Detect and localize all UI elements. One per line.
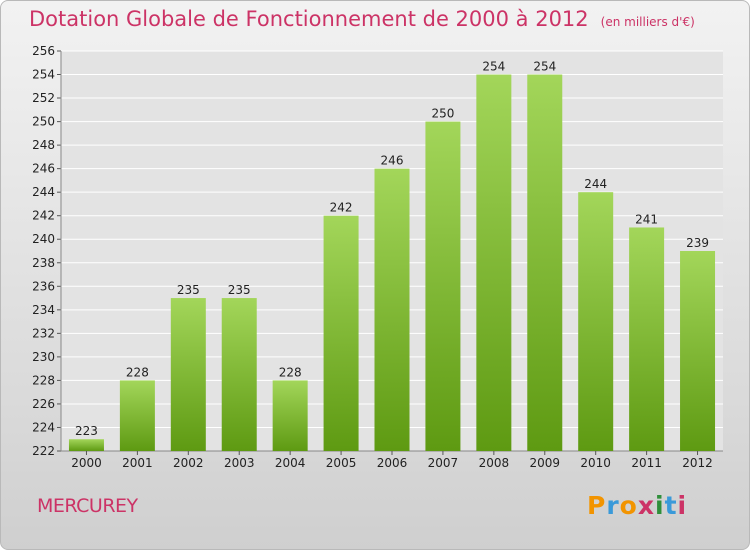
y-tick-label: 248 bbox=[32, 138, 55, 152]
data-label: 246 bbox=[381, 154, 404, 168]
logo-letter: i bbox=[677, 491, 688, 520]
y-tick-label: 238 bbox=[32, 256, 55, 270]
logo-letter: t bbox=[664, 491, 678, 520]
logo-letter: r bbox=[606, 491, 620, 520]
x-tick-label: 2000 bbox=[71, 456, 102, 470]
x-tick-label: 2001 bbox=[122, 456, 153, 470]
bar bbox=[425, 121, 461, 452]
chart-title-text: Dotation Globale de Fonctionnement de 20… bbox=[29, 7, 589, 31]
data-label: 250 bbox=[431, 107, 454, 121]
data-label: 244 bbox=[584, 177, 607, 191]
data-label: 239 bbox=[686, 236, 709, 250]
bar bbox=[527, 74, 563, 451]
data-label: 235 bbox=[228, 283, 251, 297]
x-tick-label: 2004 bbox=[275, 456, 306, 470]
data-label: 235 bbox=[177, 283, 200, 297]
bar bbox=[68, 439, 104, 451]
bar bbox=[578, 192, 614, 452]
data-label: 254 bbox=[482, 60, 505, 74]
y-tick-label: 250 bbox=[32, 115, 55, 129]
chart-subtitle: (en milliers d'€) bbox=[600, 15, 695, 29]
bar bbox=[323, 215, 359, 451]
bar bbox=[680, 251, 716, 451]
y-tick-label: 256 bbox=[32, 44, 55, 58]
y-tick-label: 232 bbox=[32, 326, 55, 340]
y-tick-label: 240 bbox=[32, 232, 55, 246]
data-label: 228 bbox=[279, 365, 302, 379]
y-tick-label: 224 bbox=[32, 420, 55, 434]
bar bbox=[170, 298, 206, 451]
x-tick-label: 2010 bbox=[580, 456, 611, 470]
y-tick-label: 222 bbox=[32, 444, 55, 458]
x-tick-label: 2006 bbox=[377, 456, 408, 470]
y-tick-label: 254 bbox=[32, 68, 55, 82]
x-tick-label: 2002 bbox=[173, 456, 204, 470]
bar bbox=[629, 227, 665, 451]
y-tick-label: 226 bbox=[32, 397, 55, 411]
x-tick-label: 2008 bbox=[479, 456, 510, 470]
logo-letter: o bbox=[619, 491, 638, 520]
bar bbox=[119, 380, 155, 451]
data-label: 228 bbox=[126, 365, 149, 379]
x-tick-label: 2011 bbox=[631, 456, 662, 470]
logo-letter: P bbox=[587, 491, 607, 520]
data-label: 241 bbox=[635, 212, 658, 226]
bar bbox=[476, 74, 512, 451]
y-tick-label: 242 bbox=[32, 209, 55, 223]
data-label: 254 bbox=[533, 60, 556, 74]
data-label: 223 bbox=[75, 424, 98, 438]
y-tick-label: 246 bbox=[32, 162, 55, 176]
x-tick-label: 2003 bbox=[224, 456, 255, 470]
y-tick-label: 230 bbox=[32, 350, 55, 364]
y-tick-label: 228 bbox=[32, 373, 55, 387]
y-tick-label: 234 bbox=[32, 303, 55, 317]
data-label: 242 bbox=[330, 201, 353, 215]
logo-letter: x bbox=[637, 491, 655, 520]
bar bbox=[374, 168, 410, 451]
x-tick-label: 2005 bbox=[326, 456, 357, 470]
bar bbox=[272, 380, 308, 451]
x-tick-label: 2012 bbox=[682, 456, 713, 470]
y-tick-label: 252 bbox=[32, 91, 55, 105]
commune-name: MERCUREY bbox=[37, 495, 138, 517]
chart-title: Dotation Globale de Fonctionnement de 20… bbox=[29, 7, 695, 31]
bar bbox=[221, 298, 257, 451]
y-tick-label: 236 bbox=[32, 279, 55, 293]
logo-letter: i bbox=[655, 491, 665, 520]
y-tick-label: 244 bbox=[32, 185, 55, 199]
x-tick-label: 2007 bbox=[428, 456, 459, 470]
proxiti-logo: Proxiti bbox=[587, 491, 687, 520]
x-tick-label: 2009 bbox=[529, 456, 560, 470]
